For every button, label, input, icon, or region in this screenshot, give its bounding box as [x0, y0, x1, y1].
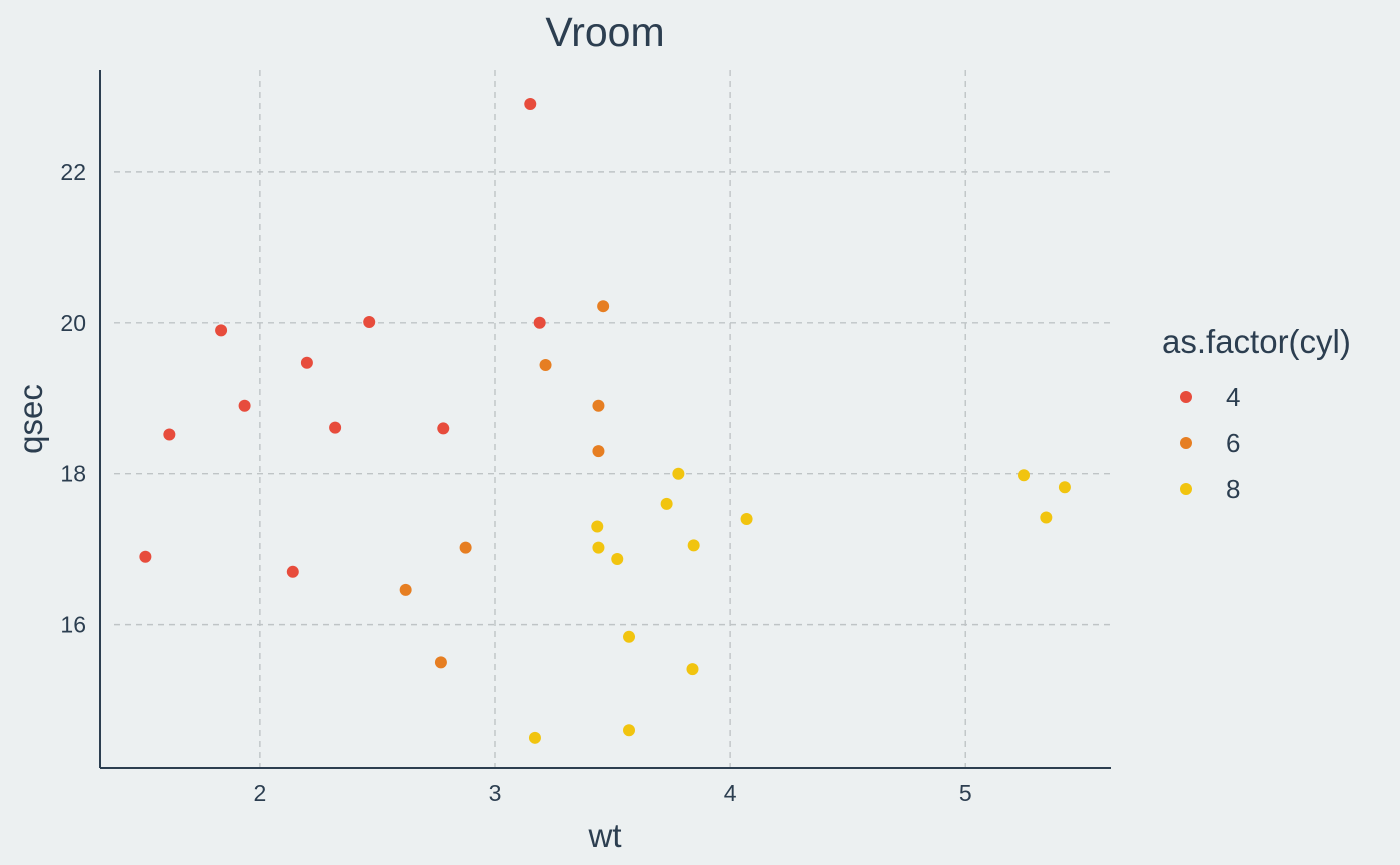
data-point-cyl-6: [597, 300, 610, 313]
data-point-cyl-8: [1018, 469, 1031, 482]
data-point-cyl-8: [686, 663, 699, 676]
data-point-cyl-8: [611, 552, 624, 565]
y-tick-label: 22: [60, 159, 86, 185]
data-point-cyl-8: [1058, 481, 1071, 494]
x-tick-label: 5: [959, 780, 972, 806]
data-point-cyl-8: [591, 520, 604, 533]
x-axis-title: wt: [588, 817, 622, 854]
chart-title: Vroom: [545, 9, 664, 55]
x-tick-label: 2: [253, 780, 266, 806]
legend: as.factor(cyl) 4 6 8: [1162, 323, 1351, 504]
legend-key-cyl-6: [1180, 437, 1192, 449]
data-point-cyl-4: [139, 550, 152, 563]
data-point-cyl-6: [434, 656, 447, 669]
y-axis-title: qsec: [12, 384, 49, 454]
legend-label-cyl-8: 8: [1226, 474, 1240, 504]
legend-label-cyl-4: 4: [1226, 382, 1240, 412]
data-point-cyl-6: [592, 399, 605, 412]
data-point-cyl-4: [163, 428, 176, 441]
data-point-cyl-6: [459, 541, 472, 554]
legend-key-cyl-8: [1180, 483, 1192, 495]
data-point-cyl-8: [660, 497, 673, 510]
data-point-cyl-8: [623, 724, 636, 737]
legend-label-cyl-6: 6: [1226, 428, 1240, 458]
legend-items: 4 6 8: [1180, 382, 1240, 504]
y-tick-label: 18: [60, 461, 86, 487]
data-point-cyl-4: [437, 422, 450, 435]
legend-title: as.factor(cyl): [1162, 323, 1351, 360]
data-point-cyl-4: [215, 324, 228, 337]
data-point-cyl-8: [1040, 511, 1053, 524]
data-point-cyl-4: [329, 421, 342, 434]
y-tick-label: 20: [60, 310, 86, 336]
legend-key-cyl-4: [1180, 391, 1192, 403]
y-tick-label: 16: [60, 612, 86, 638]
data-point-cyl-6: [539, 359, 552, 372]
x-tick-label: 3: [489, 780, 502, 806]
data-points: [139, 97, 1071, 744]
axes: [99, 70, 1111, 769]
data-point-cyl-4: [300, 356, 313, 369]
data-point-cyl-8: [687, 539, 700, 552]
data-point-cyl-8: [740, 512, 753, 525]
data-point-cyl-4: [363, 316, 376, 329]
data-point-cyl-4: [524, 97, 537, 110]
data-point-cyl-8: [592, 541, 605, 554]
data-point-cyl-6: [399, 583, 412, 596]
data-point-cyl-4: [286, 565, 299, 578]
data-point-cyl-8: [672, 467, 685, 480]
x-tick-label: 4: [724, 780, 737, 806]
data-point-cyl-4: [238, 399, 251, 412]
data-point-cyl-8: [623, 630, 636, 643]
data-point-cyl-6: [592, 445, 605, 458]
data-point-cyl-4: [533, 316, 546, 329]
grid: [114, 70, 1111, 768]
data-point-cyl-8: [528, 731, 541, 744]
tick-labels: 2 3 4 5 16 18 20 22: [60, 159, 971, 806]
